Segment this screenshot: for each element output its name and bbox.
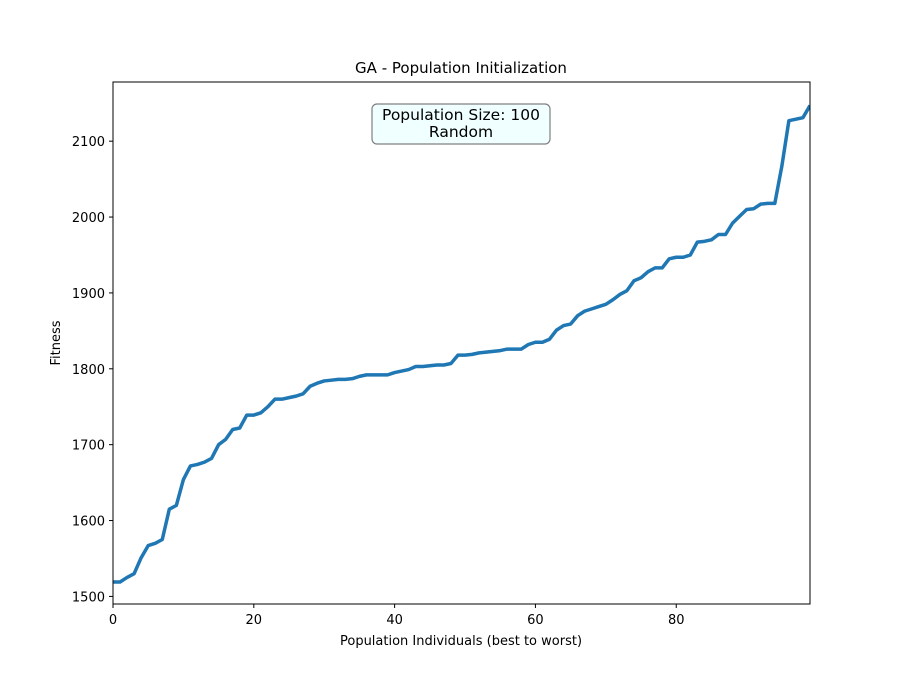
series-line-0: [113, 104, 810, 584]
annotation-box: [371, 103, 551, 145]
plot-frame: [112, 81, 811, 605]
y-tick-label: 2100: [72, 135, 105, 150]
x-tick-label: 80: [668, 613, 685, 628]
x-axis-label: Population Individuals (best to worst): [340, 634, 582, 649]
x-tick-label: 60: [527, 613, 544, 628]
y-tick-label: 1900: [72, 287, 105, 302]
y-tick-label: 1700: [72, 439, 105, 454]
y-axis-label: Fitness: [49, 320, 64, 365]
chart-title: GA - Population Initialization: [355, 59, 567, 77]
x-tick-label: 0: [109, 613, 117, 628]
y-tick-label: 2000: [72, 211, 105, 226]
annotation-line: Random: [429, 123, 493, 141]
y-tick-label: 1500: [72, 590, 105, 605]
plot-area: 0 20 40 60 80 1500 1600 1700 1800 1900 2000 2100 Pop…: [72, 81, 811, 628]
x-tick-label: 40: [386, 613, 403, 628]
y-tick-label: 1600: [72, 515, 105, 530]
y-tick-label: 1800: [72, 363, 105, 378]
annotation-line: Population Size: 100: [382, 106, 540, 124]
x-tick-label: 20: [246, 613, 263, 628]
